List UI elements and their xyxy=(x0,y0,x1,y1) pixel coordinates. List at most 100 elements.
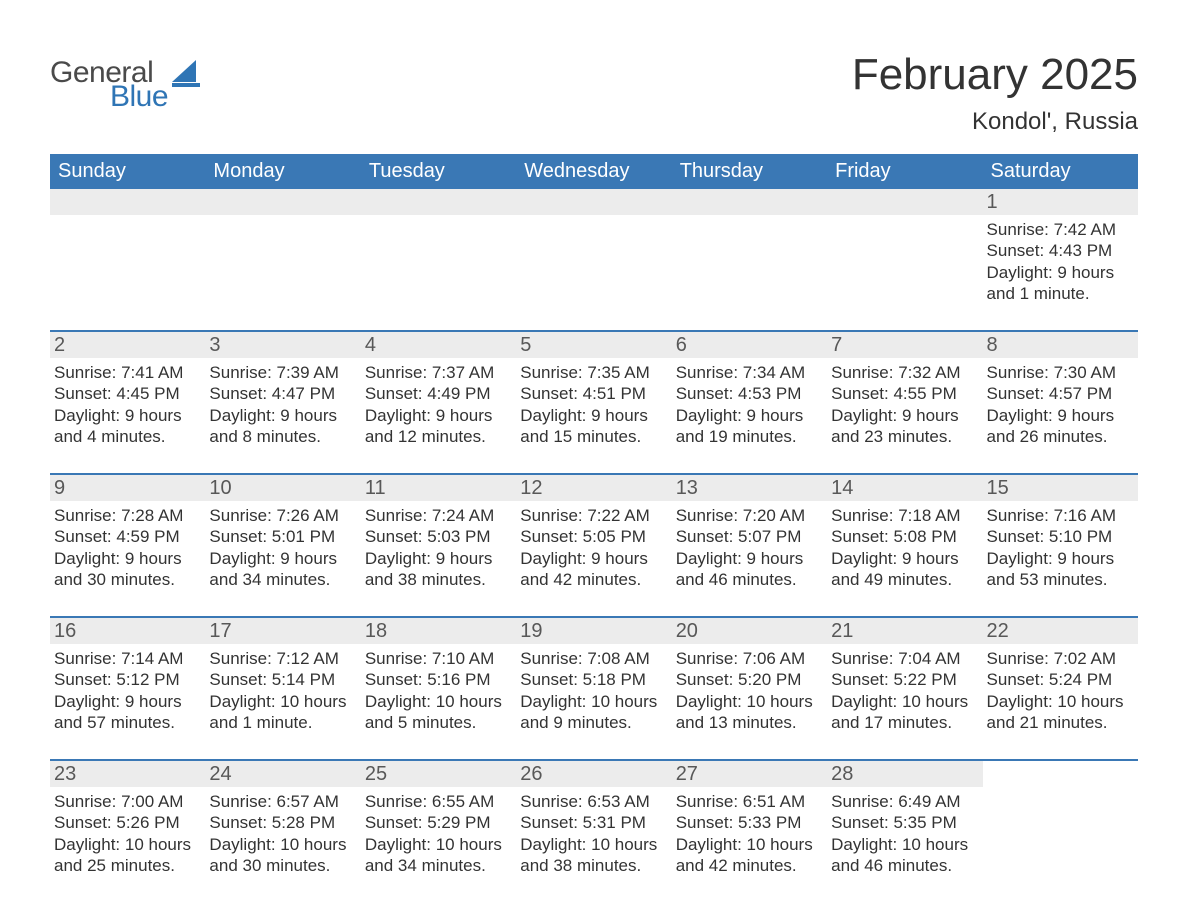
day-daylight1: Daylight: 9 hours xyxy=(365,405,510,426)
day-sunset: Sunset: 4:43 PM xyxy=(987,240,1132,261)
day-sunrise: Sunrise: 7:35 AM xyxy=(520,362,665,383)
day-info: Sunrise: 7:16 AMSunset: 5:10 PMDaylight:… xyxy=(985,505,1132,590)
month-year-title: February 2025 xyxy=(852,50,1138,100)
day-sunrise: Sunrise: 7:42 AM xyxy=(987,219,1132,240)
logo: General Blue xyxy=(50,50,204,112)
col-header-wednesday: Wednesday xyxy=(516,154,671,189)
day-daylight1: Daylight: 10 hours xyxy=(520,691,665,712)
title-block: February 2025 Kondol', Russia xyxy=(852,50,1138,136)
calendar-day-cell: 14Sunrise: 7:18 AMSunset: 5:08 PMDayligh… xyxy=(827,475,982,596)
col-header-saturday: Saturday xyxy=(983,154,1138,189)
day-daylight1: Daylight: 10 hours xyxy=(831,691,976,712)
calendar-header-row: Sunday Monday Tuesday Wednesday Thursday… xyxy=(50,154,1138,189)
day-daylight2: and 46 minutes. xyxy=(676,569,821,590)
day-sunrise: Sunrise: 7:04 AM xyxy=(831,648,976,669)
calendar-week-row: 1Sunrise: 7:42 AMSunset: 4:43 PMDaylight… xyxy=(50,189,1138,310)
day-daylight2: and 15 minutes. xyxy=(520,426,665,447)
day-info: Sunrise: 7:20 AMSunset: 5:07 PMDaylight:… xyxy=(674,505,821,590)
calendar-day-cell: 13 Sunrise: 7:20 AMSunset: 5:07 PMDayligh… xyxy=(672,475,827,596)
day-daylight2: and 42 minutes. xyxy=(676,855,821,876)
calendar-day-cell xyxy=(50,189,205,310)
day-daylight2: and 46 minutes. xyxy=(831,855,976,876)
day-daylight2: and 23 minutes. xyxy=(831,426,976,447)
calendar-day-cell: 11 Sunrise: 7:24 AMSunset: 5:03 PMDayligh… xyxy=(361,475,516,596)
day-number: 17 xyxy=(205,618,360,644)
day-info: Sunrise: 7:00 AMSunset: 5:26 PMDaylight:… xyxy=(52,791,199,876)
day-daylight2: and 42 minutes. xyxy=(520,569,665,590)
day-sunrise: Sunrise: 7:28 AM xyxy=(54,505,199,526)
day-daylight2: and 53 minutes. xyxy=(987,569,1132,590)
calendar-day-cell xyxy=(983,761,1138,882)
day-info: Sunrise: 7:30 AMSunset: 4:57 PMDaylight:… xyxy=(985,362,1132,447)
day-number: 28 xyxy=(827,761,982,787)
day-info: Sunrise: 7:37 AMSunset: 4:49 PMDaylight:… xyxy=(363,362,510,447)
day-number: 11 xyxy=(361,475,516,501)
day-sunset: Sunset: 4:59 PM xyxy=(54,526,199,547)
calendar-page: General Blue February 2025 Kondol', Russ… xyxy=(0,0,1188,922)
day-daylight1: Daylight: 9 hours xyxy=(987,262,1132,283)
col-header-friday: Friday xyxy=(827,154,982,189)
day-daylight1: Daylight: 9 hours xyxy=(365,548,510,569)
day-daylight2: and 8 minutes. xyxy=(209,426,354,447)
calendar-day-cell: 20Sunrise: 7:06 AMSunset: 5:20 PMDayligh… xyxy=(672,618,827,739)
day-daylight1: Daylight: 9 hours xyxy=(520,548,665,569)
day-info: Sunrise: 7:32 AMSunset: 4:55 PMDaylight:… xyxy=(829,362,976,447)
day-number: 2 xyxy=(50,332,205,358)
calendar-day-cell: 7Sunrise: 7:32 AMSunset: 4:55 PMDaylight… xyxy=(827,332,982,453)
day-daylight2: and 12 minutes. xyxy=(365,426,510,447)
calendar-week-row: 16Sunrise: 7:14 AMSunset: 5:12 PMDayligh… xyxy=(50,616,1138,739)
day-daylight2: and 1 minute. xyxy=(987,283,1132,304)
calendar-day-cell: 21Sunrise: 7:04 AMSunset: 5:22 PMDayligh… xyxy=(827,618,982,739)
day-info: Sunrise: 7:14 AMSunset: 5:12 PMDaylight:… xyxy=(52,648,199,733)
day-number: 3 xyxy=(205,332,360,358)
day-sunset: Sunset: 4:53 PM xyxy=(676,383,821,404)
col-header-tuesday: Tuesday xyxy=(361,154,516,189)
day-number: 13 xyxy=(672,475,827,501)
day-number: 8 xyxy=(983,332,1138,358)
day-sunset: Sunset: 5:01 PM xyxy=(209,526,354,547)
day-daylight1: Daylight: 9 hours xyxy=(54,691,199,712)
day-sunrise: Sunrise: 7:41 AM xyxy=(54,362,199,383)
day-number xyxy=(50,189,205,215)
day-sunset: Sunset: 5:24 PM xyxy=(987,669,1132,690)
day-sunrise: Sunrise: 7:06 AM xyxy=(676,648,821,669)
day-daylight2: and 57 minutes. xyxy=(54,712,199,733)
calendar-day-cell: 24Sunrise: 6:57 AMSunset: 5:28 PMDayligh… xyxy=(205,761,360,882)
day-info: Sunrise: 7:35 AMSunset: 4:51 PMDaylight:… xyxy=(518,362,665,447)
calendar-day-cell xyxy=(361,189,516,310)
day-daylight1: Daylight: 10 hours xyxy=(676,691,821,712)
day-number: 14 xyxy=(827,475,982,501)
calendar-day-cell xyxy=(205,189,360,310)
location-subtitle: Kondol', Russia xyxy=(852,108,1138,136)
calendar-day-cell: 18Sunrise: 7:10 AMSunset: 5:16 PMDayligh… xyxy=(361,618,516,739)
day-daylight1: Daylight: 10 hours xyxy=(365,691,510,712)
day-number: 5 xyxy=(516,332,671,358)
day-daylight1: Daylight: 9 hours xyxy=(676,405,821,426)
day-daylight2: and 13 minutes. xyxy=(676,712,821,733)
day-daylight1: Daylight: 10 hours xyxy=(209,691,354,712)
day-daylight1: Daylight: 9 hours xyxy=(209,548,354,569)
calendar-body: 1Sunrise: 7:42 AMSunset: 4:43 PMDaylight… xyxy=(50,189,1138,882)
day-sunset: Sunset: 5:07 PM xyxy=(676,526,821,547)
day-info: Sunrise: 7:26 AMSunset: 5:01 PMDaylight:… xyxy=(207,505,354,590)
day-info: Sunrise: 6:51 AMSunset: 5:33 PMDaylight:… xyxy=(674,791,821,876)
day-info: Sunrise: 7:24 AMSunset: 5:03 PMDaylight:… xyxy=(363,505,510,590)
day-daylight1: Daylight: 9 hours xyxy=(676,548,821,569)
day-number xyxy=(361,189,516,215)
day-sunset: Sunset: 4:55 PM xyxy=(831,383,976,404)
day-sunset: Sunset: 5:20 PM xyxy=(676,669,821,690)
day-number: 26 xyxy=(516,761,671,787)
day-number xyxy=(672,189,827,215)
calendar-day-cell: 2 Sunrise: 7:41 AMSunset: 4:45 PMDaylight… xyxy=(50,332,205,453)
calendar-day-cell: 25Sunrise: 6:55 AMSunset: 5:29 PMDayligh… xyxy=(361,761,516,882)
day-info: Sunrise: 7:28 AMSunset: 4:59 PMDaylight:… xyxy=(52,505,199,590)
col-header-thursday: Thursday xyxy=(672,154,827,189)
calendar-week-row: 2 Sunrise: 7:41 AMSunset: 4:45 PMDaylight… xyxy=(50,330,1138,453)
day-info: Sunrise: 7:41 AMSunset: 4:45 PMDaylight:… xyxy=(52,362,199,447)
day-daylight2: and 21 minutes. xyxy=(987,712,1132,733)
day-daylight2: and 25 minutes. xyxy=(54,855,199,876)
day-number: 22 xyxy=(983,618,1138,644)
calendar-day-cell: 3Sunrise: 7:39 AMSunset: 4:47 PMDaylight… xyxy=(205,332,360,453)
calendar-day-cell: 8 Sunrise: 7:30 AMSunset: 4:57 PMDaylight… xyxy=(983,332,1138,453)
page-header: General Blue February 2025 Kondol', Russ… xyxy=(50,50,1138,136)
